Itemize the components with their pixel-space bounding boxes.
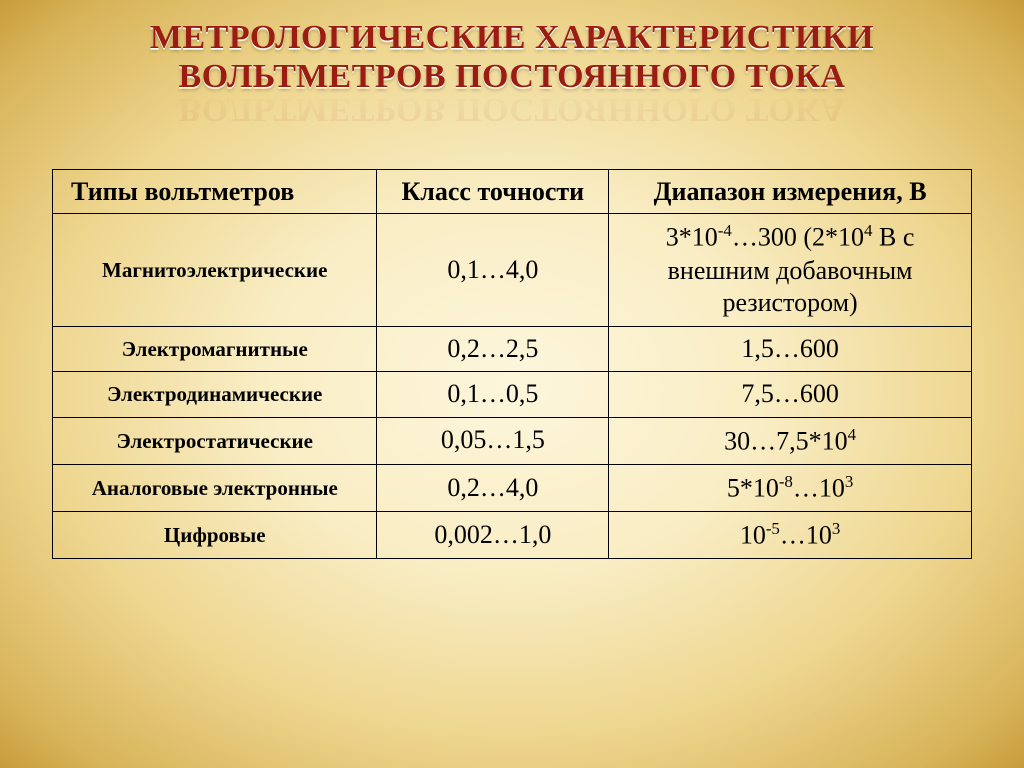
cell-accuracy: 0,1…0,5 (377, 372, 609, 418)
cell-range: 7,5…600 (609, 372, 972, 418)
table-row: Электростатические0,05…1,530…7,5*104 (53, 417, 972, 464)
cell-type: Электромагнитные (53, 326, 377, 372)
title-reflection: вольтметров постоянного тока (0, 90, 1024, 129)
cell-accuracy: 0,05…1,5 (377, 417, 609, 464)
cell-type: Магнитоэлектрические (53, 214, 377, 326)
table-body: Магнитоэлектрические0,1…4,03*10-4…300 (2… (53, 214, 972, 559)
table-header-row: Типы вольтметров Класс точности Диапазон… (53, 170, 972, 214)
table-row: Аналоговые электронные0,2…4,05*10-8…103 (53, 464, 972, 511)
characteristics-table-wrap: Типы вольтметров Класс точности Диапазон… (52, 169, 972, 559)
cell-range: 5*10-8…103 (609, 464, 972, 511)
cell-type: Цифровые (53, 511, 377, 558)
cell-type: Электродинамические (53, 372, 377, 418)
cell-range: 1,5…600 (609, 326, 972, 372)
characteristics-table: Типы вольтметров Класс точности Диапазон… (52, 169, 972, 559)
col-header-accuracy: Класс точности (377, 170, 609, 214)
col-header-range: Диапазон измерения, В (609, 170, 972, 214)
cell-range: 3*10-4…300 (2*104 В с внешним добавочным… (609, 214, 972, 326)
cell-range: 10-5…103 (609, 511, 972, 558)
table-row: Электромагнитные0,2…2,51,5…600 (53, 326, 972, 372)
cell-type: Электростатические (53, 417, 377, 464)
cell-accuracy: 0,2…4,0 (377, 464, 609, 511)
title-block: Метрологические характеристики вольтметр… (0, 0, 1024, 129)
cell-type: Аналоговые электронные (53, 464, 377, 511)
cell-accuracy: 0,1…4,0 (377, 214, 609, 326)
cell-accuracy: 0,2…2,5 (377, 326, 609, 372)
page-title: Метрологические характеристики вольтметр… (150, 18, 874, 96)
col-header-type: Типы вольтметров (53, 170, 377, 214)
title-line-1: Метрологические характеристики (150, 19, 874, 56)
cell-range: 30…7,5*104 (609, 417, 972, 464)
table-row: Цифровые0,002…1,010-5…103 (53, 511, 972, 558)
table-row: Электродинамические0,1…0,57,5…600 (53, 372, 972, 418)
table-row: Магнитоэлектрические0,1…4,03*10-4…300 (2… (53, 214, 972, 326)
cell-accuracy: 0,002…1,0 (377, 511, 609, 558)
